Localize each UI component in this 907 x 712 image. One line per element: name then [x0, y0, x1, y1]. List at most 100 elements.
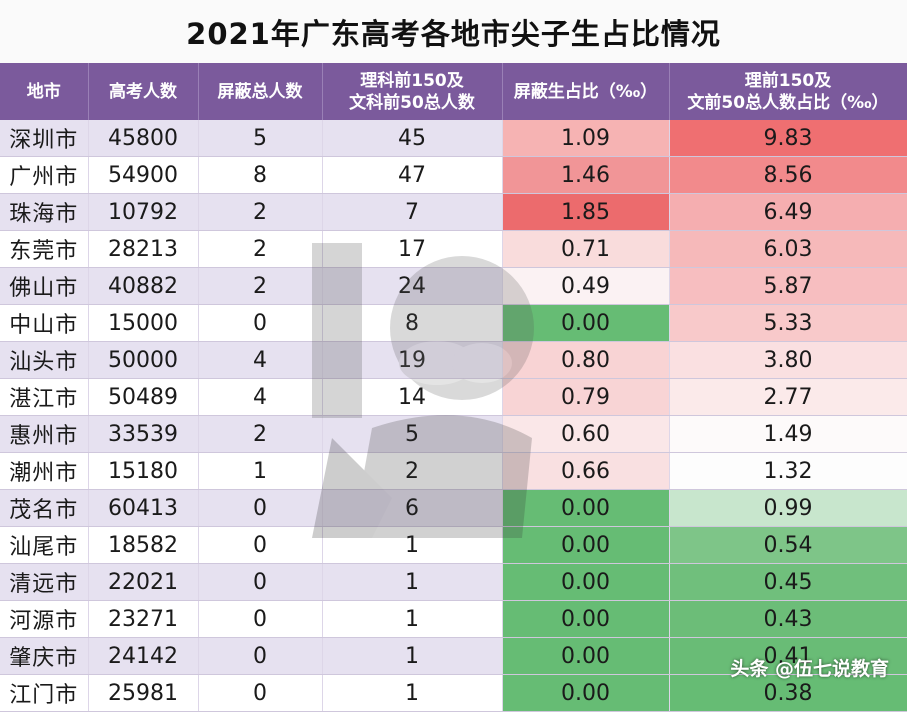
table-row: 清远市 22021 0 1 0.00 0.45 — [0, 563, 907, 601]
cell-top-students: 45 — [322, 120, 503, 157]
cell-top-students: 1 — [322, 600, 503, 638]
cell-hidden-ratio: 0.00 — [502, 489, 670, 527]
cell-hidden-ratio: 1.46 — [502, 156, 670, 194]
cell-hidden-total: 4 — [198, 378, 323, 416]
table-row: 深圳市 45800 5 45 1.09 9.83 — [0, 120, 907, 157]
cell-hidden-total: 0 — [198, 563, 323, 601]
cell-top-ratio: 8.56 — [669, 156, 907, 194]
cell-top-ratio: 0.99 — [669, 489, 907, 527]
cell-top-ratio: 1.32 — [669, 452, 907, 490]
cell-hidden-total: 0 — [198, 637, 323, 675]
table-row: 广州市 54900 8 47 1.46 8.56 — [0, 156, 907, 194]
cell-hidden-total: 0 — [198, 674, 323, 712]
table-row: 珠海市 10792 2 7 1.85 6.49 — [0, 193, 907, 231]
cell-city: 清远市 — [0, 563, 89, 601]
cell-city: 河源市 — [0, 600, 89, 638]
cell-city: 惠州市 — [0, 415, 89, 453]
cell-examinees: 50000 — [88, 341, 199, 379]
cell-top-students: 24 — [322, 267, 503, 305]
cell-top-students: 1 — [322, 526, 503, 564]
cell-hidden-ratio: 0.71 — [502, 230, 670, 268]
table-row: 东莞市 28213 2 17 0.71 6.03 — [0, 230, 907, 268]
header-hidden-ratio: 屏蔽生占比（‰） — [502, 63, 670, 120]
cell-top-ratio: 5.33 — [669, 304, 907, 342]
table-title: 2021年广东高考各地市尖子生占比情况 — [0, 0, 907, 63]
cell-examinees: 15180 — [88, 452, 199, 490]
cell-examinees: 45800 — [88, 120, 199, 157]
cell-top-students: 5 — [322, 415, 503, 453]
cell-hidden-total: 0 — [198, 304, 323, 342]
cell-top-students: 14 — [322, 378, 503, 416]
cell-examinees: 24142 — [88, 637, 199, 675]
cell-hidden-total: 0 — [198, 489, 323, 527]
table-row: 惠州市 33539 2 5 0.60 1.49 — [0, 415, 907, 453]
cell-top-ratio: 3.80 — [669, 341, 907, 379]
cell-examinees: 54900 — [88, 156, 199, 194]
table-row: 湛江市 50489 4 14 0.79 2.77 — [0, 378, 907, 416]
header-top-line1: 理科前150及 — [360, 70, 464, 91]
table-row: 茂名市 60413 0 6 0.00 0.99 — [0, 489, 907, 527]
cell-examinees: 28213 — [88, 230, 199, 268]
cell-hidden-total: 2 — [198, 267, 323, 305]
cell-hidden-total: 5 — [198, 120, 323, 157]
table-body: 深圳市 45800 5 45 1.09 9.83 广州市 54900 8 47 1.46 8.56 珠海… — [0, 120, 907, 712]
cell-top-ratio: 6.03 — [669, 230, 907, 268]
cell-hidden-total: 0 — [198, 600, 323, 638]
header-row: 地市 高考人数 屏蔽总人数 理科前150及 文科前50总人数 屏蔽生占比（‰） … — [0, 63, 907, 120]
city-ratio-table: 地市 高考人数 屏蔽总人数 理科前150及 文科前50总人数 屏蔽生占比（‰） … — [0, 63, 907, 712]
header-top-students: 理科前150及 文科前50总人数 — [322, 63, 503, 120]
cell-hidden-ratio: 1.85 — [502, 193, 670, 231]
cell-hidden-total: 2 — [198, 415, 323, 453]
header-top-line2: 文科前50总人数 — [349, 92, 475, 113]
cell-top-students: 6 — [322, 489, 503, 527]
author-credit: 头条 @伍七说教育 — [730, 658, 889, 680]
cell-hidden-ratio: 0.80 — [502, 341, 670, 379]
cell-top-students: 17 — [322, 230, 503, 268]
table-row: 中山市 15000 0 8 0.00 5.33 — [0, 304, 907, 342]
cell-city: 汕头市 — [0, 341, 89, 379]
cell-top-ratio: 6.49 — [669, 193, 907, 231]
cell-top-ratio: 0.54 — [669, 526, 907, 564]
cell-hidden-total: 4 — [198, 341, 323, 379]
cell-examinees: 50489 — [88, 378, 199, 416]
cell-examinees: 40882 — [88, 267, 199, 305]
table-row: 佛山市 40882 2 24 0.49 5.87 — [0, 267, 907, 305]
cell-city: 佛山市 — [0, 267, 89, 305]
table-row: 河源市 23271 0 1 0.00 0.43 — [0, 600, 907, 638]
cell-hidden-ratio: 0.79 — [502, 378, 670, 416]
table-row: 汕尾市 18582 0 1 0.00 0.54 — [0, 526, 907, 564]
cell-hidden-ratio: 0.49 — [502, 267, 670, 305]
cell-city: 茂名市 — [0, 489, 89, 527]
cell-city: 中山市 — [0, 304, 89, 342]
cell-top-students: 1 — [322, 637, 503, 675]
header-top-ratio-line2: 文前50总人数占比（‰） — [687, 92, 889, 113]
cell-top-students: 1 — [322, 563, 503, 601]
cell-examinees: 10792 — [88, 193, 199, 231]
cell-top-students: 1 — [322, 674, 503, 712]
cell-city: 江门市 — [0, 674, 89, 712]
cell-examinees: 15000 — [88, 304, 199, 342]
cell-hidden-ratio: 0.00 — [502, 526, 670, 564]
cell-top-ratio: 0.45 — [669, 563, 907, 601]
cell-examinees: 25981 — [88, 674, 199, 712]
cell-hidden-total: 2 — [198, 230, 323, 268]
cell-hidden-total: 0 — [198, 526, 323, 564]
cell-examinees: 60413 — [88, 489, 199, 527]
table-row: 肇庆市 24142 0 1 0.00 0.41 — [0, 637, 907, 675]
cell-hidden-total: 8 — [198, 156, 323, 194]
cell-top-ratio: 9.83 — [669, 120, 907, 157]
header-hidden-total: 屏蔽总人数 — [198, 63, 323, 120]
cell-hidden-total: 1 — [198, 452, 323, 490]
cell-examinees: 22021 — [88, 563, 199, 601]
cell-top-students: 7 — [322, 193, 503, 231]
cell-top-students: 2 — [322, 452, 503, 490]
cell-top-ratio: 1.49 — [669, 415, 907, 453]
cell-hidden-ratio: 0.00 — [502, 600, 670, 638]
cell-top-ratio: 0.41 — [669, 637, 907, 675]
cell-city: 深圳市 — [0, 120, 89, 157]
header-examinees: 高考人数 — [88, 63, 199, 120]
cell-examinees: 23271 — [88, 600, 199, 638]
cell-top-students: 47 — [322, 156, 503, 194]
cell-city: 湛江市 — [0, 378, 89, 416]
cell-city: 肇庆市 — [0, 637, 89, 675]
